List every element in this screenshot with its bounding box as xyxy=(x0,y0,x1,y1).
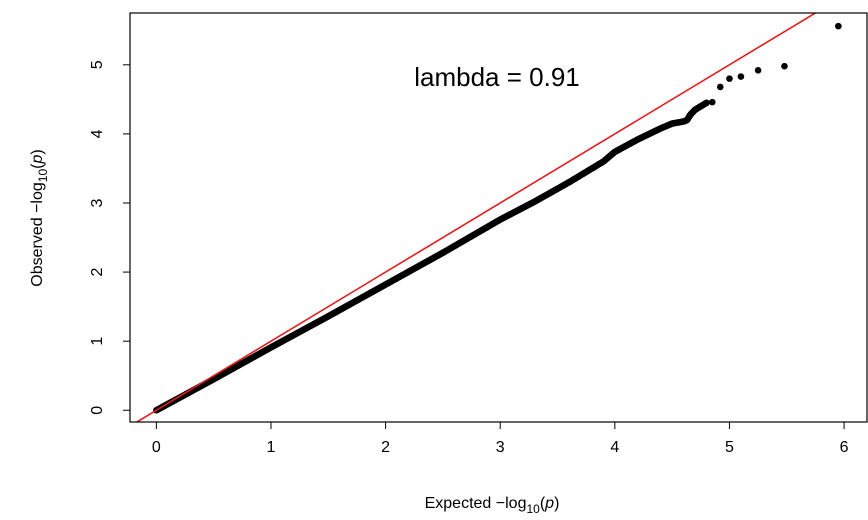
x-axis-ticks: 0 1 2 3 4 5 6 xyxy=(152,422,849,456)
data-point xyxy=(781,62,788,70)
y-label-subscript: 10 xyxy=(36,169,50,183)
x-label-close: ) xyxy=(554,495,559,512)
data-point xyxy=(726,75,733,82)
data-point xyxy=(703,99,710,107)
x-axis-label: Expected −log10(p) xyxy=(425,495,560,516)
x-tick-label: 1 xyxy=(267,439,276,456)
points-layer xyxy=(153,22,842,414)
y-label-prefix: Observed −log xyxy=(29,182,46,287)
y-tick-label: 0 xyxy=(89,406,106,415)
data-point xyxy=(708,98,716,106)
y-label-open: ( xyxy=(29,163,46,169)
data-point xyxy=(716,83,724,91)
y-tick-label: 1 xyxy=(89,337,106,346)
y-tick-label: 4 xyxy=(89,129,106,138)
y-tick-label: 5 xyxy=(89,60,106,69)
x-tick-label: 5 xyxy=(725,439,734,456)
lambda-annotation: lambda = 0.91 xyxy=(414,62,580,92)
reference-line xyxy=(135,13,817,422)
y-tick-label: 3 xyxy=(89,198,106,207)
data-point xyxy=(835,22,842,30)
x-tick-label: 2 xyxy=(381,439,390,456)
y-tick-label: 2 xyxy=(89,268,106,277)
y-label-var: p xyxy=(29,155,46,165)
y-label-close: ) xyxy=(29,149,46,154)
y-axis-ticks: 0 1 2 3 4 5 xyxy=(89,60,130,415)
x-tick-label: 0 xyxy=(152,439,161,456)
x-label-var: p xyxy=(544,495,554,512)
data-point xyxy=(754,67,762,74)
x-label-subscript: 10 xyxy=(526,502,540,516)
y-axis-label: Observed −log10(p) xyxy=(29,149,50,286)
x-tick-label: 4 xyxy=(610,439,619,456)
x-tick-label: 6 xyxy=(840,439,849,456)
x-label-open: ( xyxy=(540,495,546,512)
x-label-prefix: Expected −log xyxy=(425,495,527,512)
x-tick-label: 3 xyxy=(496,439,505,456)
data-point xyxy=(737,73,745,80)
